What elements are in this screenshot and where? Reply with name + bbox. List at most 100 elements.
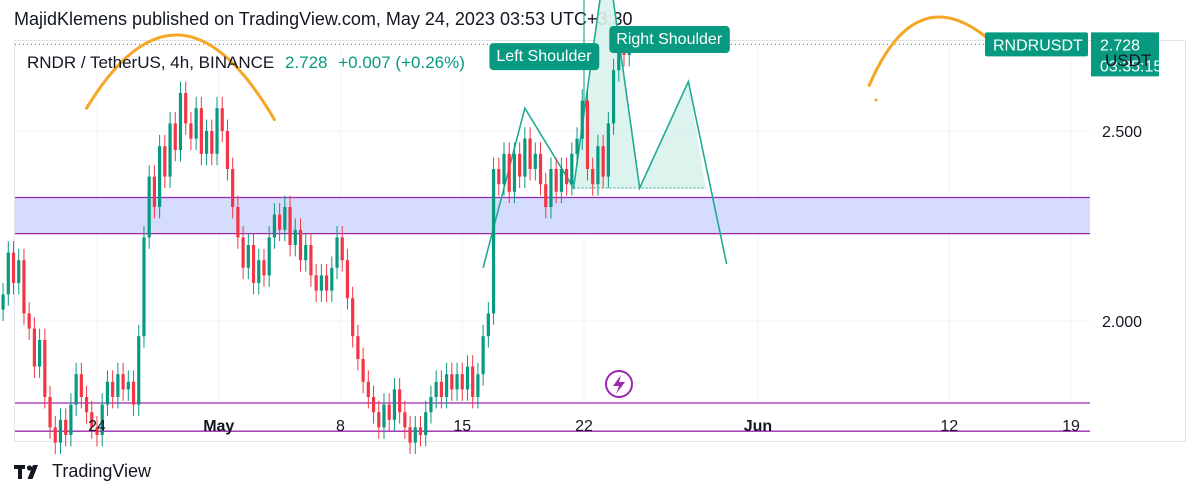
candle [418, 427, 423, 435]
candle [69, 404, 73, 435]
candle [225, 131, 230, 169]
candle [481, 336, 485, 375]
candle [152, 176, 156, 207]
candle [17, 260, 21, 283]
candle [575, 138, 579, 154]
candle [491, 169, 496, 314]
candle [570, 153, 574, 185]
candle [210, 131, 214, 154]
candle [528, 138, 532, 169]
last-price-tag[interactable] [1091, 32, 1159, 77]
candle [611, 70, 616, 124]
candle [366, 381, 370, 397]
candle [507, 153, 511, 192]
candle [424, 412, 428, 435]
candle [439, 381, 443, 397]
x-tick-label: 24 [88, 418, 106, 435]
candle [131, 381, 136, 405]
x-tick-label: May [203, 418, 234, 435]
candle [22, 260, 26, 314]
symbol-price-tag[interactable] [985, 32, 1088, 57]
candle [43, 340, 47, 397]
x-tick-label: 19 [1062, 418, 1080, 435]
annotation-label[interactable]: Right Shoulder [616, 31, 723, 48]
annotation-label[interactable]: Left Shoulder [496, 48, 592, 65]
candle [100, 404, 104, 435]
candle [554, 169, 558, 192]
candle [74, 374, 78, 405]
candle [533, 153, 537, 169]
candle [512, 153, 517, 192]
candle [58, 419, 63, 443]
candle [204, 131, 209, 154]
candle [199, 108, 203, 154]
symbol-name: RNDR / TetherUS, 4h, BINANCE [27, 53, 275, 72]
candle [444, 374, 449, 397]
y-tick-label: 2.500 [1102, 124, 1142, 141]
candle [538, 153, 543, 185]
candle [340, 237, 344, 261]
candle [231, 169, 235, 207]
candle [293, 229, 297, 245]
candle [408, 427, 412, 443]
candle [314, 275, 318, 291]
candle [241, 237, 245, 268]
candle [272, 214, 277, 238]
candle [84, 397, 89, 413]
candle [53, 427, 57, 443]
candle [356, 336, 360, 359]
arc-curve-3 [867, 15, 1000, 87]
footer-brand-text: TradingView [52, 461, 152, 481]
candle [486, 313, 490, 337]
pattern-fill [573, 0, 706, 188]
candle [476, 374, 480, 397]
y-tick-label: 2.000 [1102, 314, 1142, 331]
candle [38, 340, 42, 367]
symbol-legend[interactable]: RNDR / TetherUS, 4h, BINANCE 2.728 +0.00… [27, 53, 465, 73]
last-price-tag-value: 2.728 [1100, 37, 1140, 54]
curve-dot [874, 98, 878, 102]
candle [283, 207, 287, 230]
candle [465, 366, 470, 390]
candle [111, 381, 115, 397]
candle [351, 298, 355, 337]
candle [460, 374, 464, 390]
annotation-box[interactable] [609, 26, 730, 54]
currency-label: USDT [1105, 51, 1152, 70]
lightning-icon-glyph [613, 375, 625, 394]
candle [163, 146, 167, 177]
candle [371, 397, 376, 413]
arc-curve-1 [85, 33, 276, 122]
candle [324, 275, 329, 291]
candle [502, 153, 506, 185]
candle [335, 237, 339, 268]
candle [126, 381, 130, 390]
candle [345, 260, 350, 299]
candle [330, 267, 334, 291]
candle [158, 146, 162, 207]
candle [215, 108, 219, 154]
candle [168, 123, 172, 177]
candle [178, 93, 183, 150]
candle [32, 328, 36, 367]
candle [455, 374, 459, 390]
candle [434, 381, 438, 397]
candle [413, 427, 417, 443]
candle [585, 100, 590, 169]
candle [398, 389, 402, 413]
candle [591, 169, 595, 185]
candle [137, 336, 141, 405]
candle [580, 100, 584, 139]
x-tick-label: 15 [453, 418, 471, 435]
candle [497, 169, 501, 185]
annotation-box[interactable] [489, 43, 600, 71]
candle [95, 427, 99, 435]
x-tick-label: 12 [940, 418, 958, 435]
candle [544, 184, 548, 207]
candle [105, 381, 110, 405]
price-change: +0.007 (+0.26%) [338, 53, 465, 72]
footer-brand[interactable]: TradingView [14, 461, 151, 482]
candle [309, 245, 313, 276]
candle [606, 123, 610, 177]
